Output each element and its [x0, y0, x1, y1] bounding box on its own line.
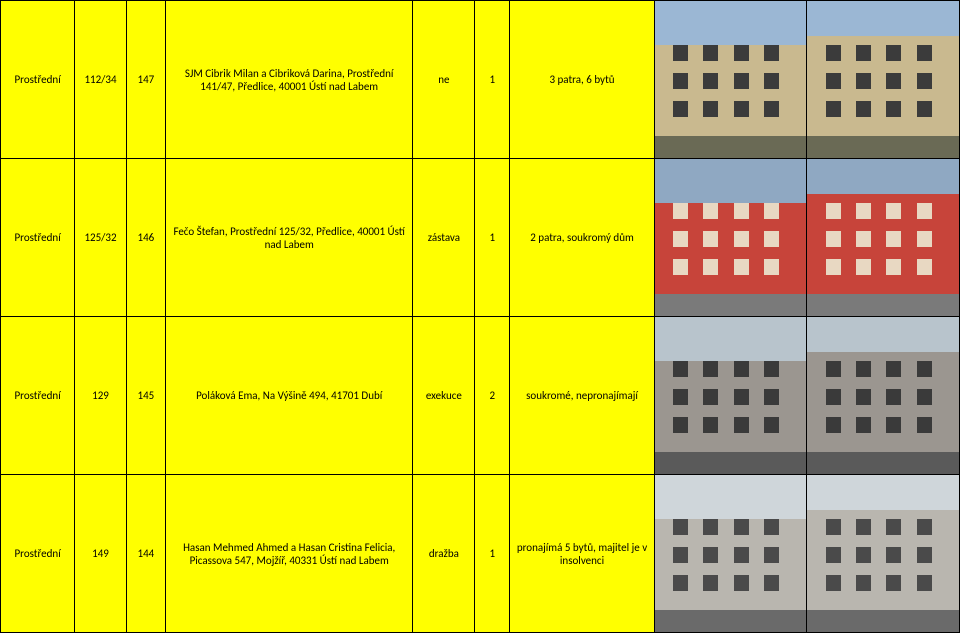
owner-cell: Poláková Ema, Na Výšině 494, 41701 Dubí — [165, 317, 412, 475]
num-cell: 147 — [126, 1, 165, 159]
building-photo — [807, 1, 959, 158]
photo-cell — [807, 475, 960, 633]
table-row: Prostřední125/32146Fečo Štefan, Prostřed… — [1, 159, 960, 317]
street-cell: Prostřední — [1, 1, 75, 159]
photo-cell — [654, 317, 807, 475]
status-cell: exekuce — [413, 317, 475, 475]
building-photo — [807, 317, 959, 474]
info-cell: pronajímá 5 bytů, majitel je v insolvenc… — [510, 475, 654, 633]
building-photo — [655, 1, 807, 158]
num-cell: 146 — [126, 159, 165, 317]
status-cell: ne — [413, 1, 475, 159]
owner-cell: Fečo Štefan, Prostřední 125/32, Předlice… — [165, 159, 412, 317]
count-cell: 2 — [475, 317, 510, 475]
property-table: Prostřední112/34147SJM Cibrik Milan a Ci… — [0, 0, 960, 633]
photo-cell — [654, 1, 807, 159]
table-row: Prostřední149144Hasan Mehmed Ahmed a Has… — [1, 475, 960, 633]
num-cell: 145 — [126, 317, 165, 475]
info-cell: 2 patra, soukromý dům — [510, 159, 654, 317]
street-cell: Prostřední — [1, 317, 75, 475]
count-cell: 1 — [475, 1, 510, 159]
count-cell: 1 — [475, 159, 510, 317]
parcel-cell: 129 — [75, 317, 127, 475]
building-photo — [807, 475, 959, 632]
street-cell: Prostřední — [1, 159, 75, 317]
building-photo — [655, 475, 807, 632]
building-photo — [807, 159, 959, 316]
info-cell: soukromé, nepronajímají — [510, 317, 654, 475]
owner-cell: Hasan Mehmed Ahmed a Hasan Cristina Feli… — [165, 475, 412, 633]
street-cell: Prostřední — [1, 475, 75, 633]
table-row: Prostřední129145Poláková Ema, Na Výšině … — [1, 317, 960, 475]
photo-cell — [807, 1, 960, 159]
num-cell: 144 — [126, 475, 165, 633]
owner-cell: SJM Cibrik Milan a Cibriková Darina, Pro… — [165, 1, 412, 159]
building-photo — [655, 159, 807, 316]
status-cell: dražba — [413, 475, 475, 633]
info-cell: 3 patra, 6 bytů — [510, 1, 654, 159]
parcel-cell: 149 — [75, 475, 127, 633]
photo-cell — [807, 317, 960, 475]
building-photo — [655, 317, 807, 474]
table-row: Prostřední112/34147SJM Cibrik Milan a Ci… — [1, 1, 960, 159]
photo-cell — [654, 159, 807, 317]
parcel-cell: 125/32 — [75, 159, 127, 317]
photo-cell — [654, 475, 807, 633]
parcel-cell: 112/34 — [75, 1, 127, 159]
status-cell: zástava — [413, 159, 475, 317]
photo-cell — [807, 159, 960, 317]
count-cell: 1 — [475, 475, 510, 633]
